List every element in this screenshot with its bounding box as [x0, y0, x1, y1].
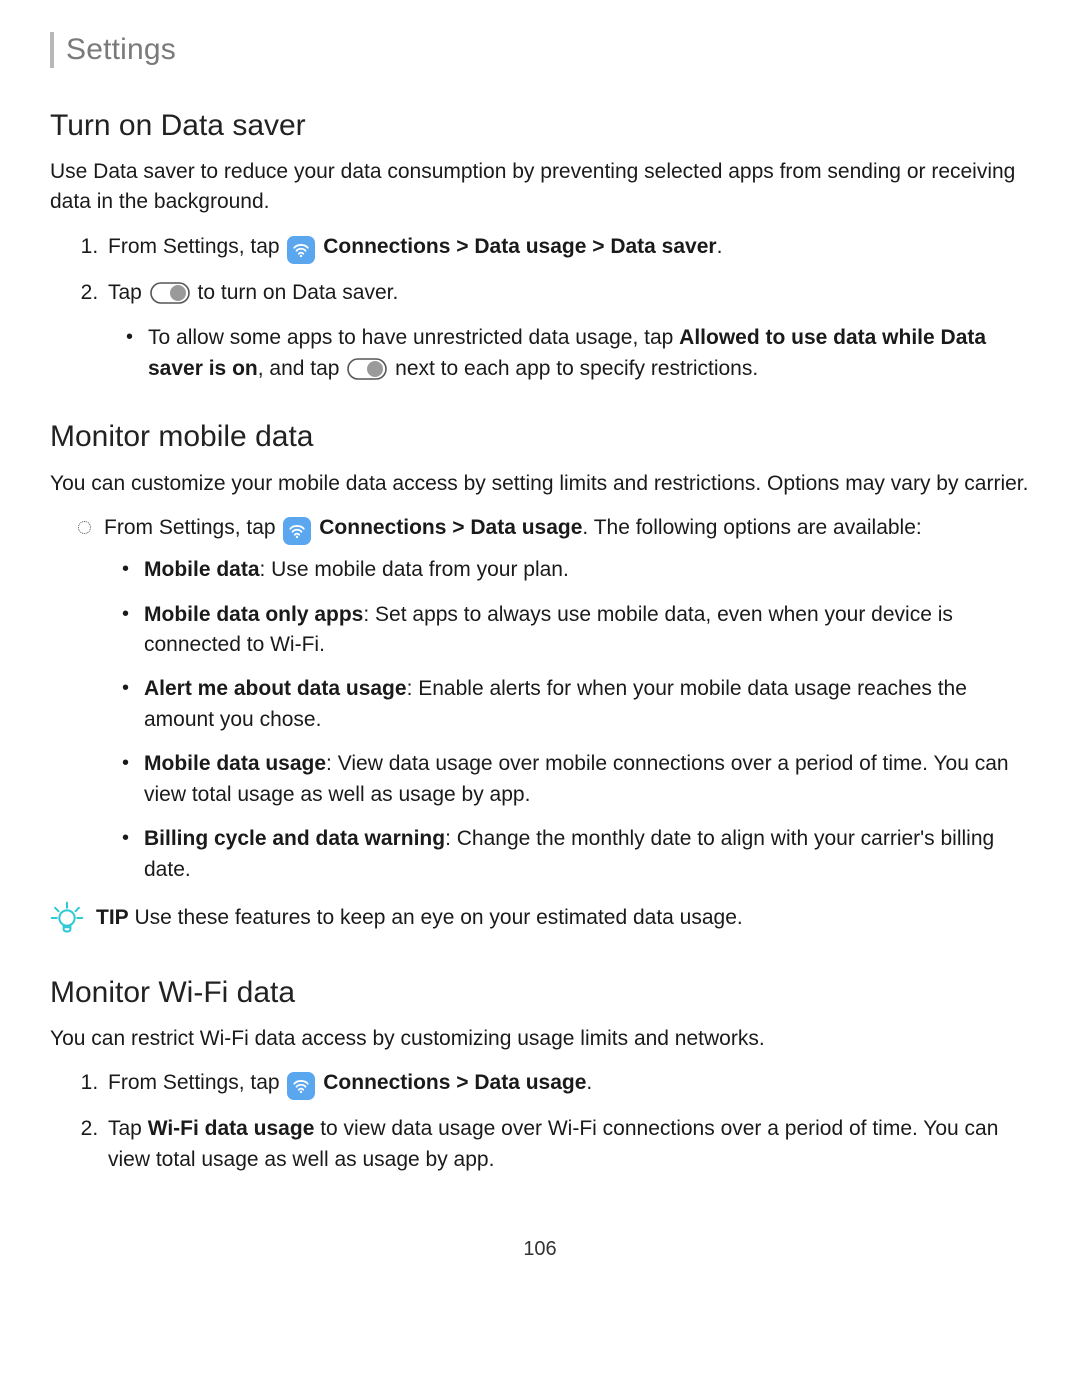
lightbulb-icon [50, 901, 84, 944]
tip-callout: TIP Use these features to keep an eye on… [50, 903, 1030, 944]
list-item: Mobile data only apps: Set apps to alway… [140, 600, 1030, 661]
text: The following options are available: [594, 516, 922, 539]
text: . [717, 235, 723, 258]
text: From Settings, tap [104, 516, 281, 539]
list-item: Alert me about data usage: Enable alerts… [140, 674, 1030, 735]
list-item: From Settings, tap Connections > Data us… [104, 1068, 1030, 1100]
monitor-mobile-options: Mobile data: Use mobile data from your p… [104, 555, 1030, 885]
data-saver-intro: Use Data saver to reduce your data consu… [50, 157, 1030, 218]
text: To allow some apps to have unrestricted … [148, 326, 679, 349]
data-saver-sub-list: To allow some apps to have unrestricted … [108, 323, 1030, 389]
header-title: Settings [66, 28, 176, 72]
option-label: Mobile data [144, 558, 260, 581]
text: From Settings, tap [108, 235, 285, 258]
option-label: Mobile data only apps [144, 603, 363, 626]
text: , and tap [258, 357, 346, 380]
list-item: To allow some apps to have unrestricted … [144, 323, 1030, 389]
list-item: Mobile data usage: View data usage over … [140, 749, 1030, 810]
tip-text-container: TIP Use these features to keep an eye on… [96, 903, 1030, 933]
list-item: From Settings, tap Connections > Data us… [104, 513, 1030, 885]
tip-label: TIP [96, 906, 129, 929]
section-heading-monitor-mobile: Monitor mobile data [50, 415, 1030, 459]
tip-body: Use these features to keep an eye on you… [129, 906, 743, 929]
text: to turn on Data saver. [198, 281, 399, 304]
section-heading-monitor-wifi: Monitor Wi-Fi data [50, 971, 1030, 1015]
page-header: Settings [50, 28, 1030, 72]
connections-icon [287, 1072, 315, 1100]
list-item: From Settings, tap Connections > Data us… [104, 232, 1030, 264]
list-item: Billing cycle and data warning: Change t… [140, 824, 1030, 885]
data-saver-steps: From Settings, tap Connections > Data us… [50, 232, 1030, 389]
toggle-off-icon [150, 282, 190, 313]
section-heading-data-saver: Turn on Data saver [50, 104, 1030, 148]
page-number: 106 [50, 1235, 1030, 1264]
nav-path: Connections > Data usage > Data saver [323, 235, 716, 258]
toggle-off-icon [347, 358, 387, 389]
connections-icon [287, 236, 315, 264]
nav-path: Connections > Data usage [323, 1071, 586, 1094]
text: Tap [108, 1117, 148, 1140]
monitor-wifi-intro: You can restrict Wi-Fi data access by cu… [50, 1024, 1030, 1054]
option-label: Mobile data usage [144, 752, 326, 775]
monitor-mobile-steps: From Settings, tap Connections > Data us… [50, 513, 1030, 885]
connections-icon [283, 517, 311, 545]
text: . [582, 516, 593, 539]
text: Tap [108, 281, 148, 304]
text: From Settings, tap [108, 1071, 285, 1094]
monitor-mobile-intro: You can customize your mobile data acces… [50, 469, 1030, 499]
option-label: Alert me about data usage [144, 677, 407, 700]
list-item: Tap Wi-Fi data usage to view data usage … [104, 1114, 1030, 1175]
list-item: Mobile data: Use mobile data from your p… [140, 555, 1030, 585]
nav-path: Connections > Data usage [319, 516, 582, 539]
monitor-wifi-steps: From Settings, tap Connections > Data us… [50, 1068, 1030, 1175]
option-desc: : Use mobile data from your plan. [260, 558, 569, 581]
text: . [586, 1071, 592, 1094]
bold-text: Wi-Fi data usage [148, 1117, 315, 1140]
header-accent [50, 32, 54, 68]
text: next to each app to specify restrictions… [395, 357, 758, 380]
option-label: Billing cycle and data warning [144, 827, 445, 850]
list-item: Tap to turn on Data saver. To allow some… [104, 278, 1030, 389]
